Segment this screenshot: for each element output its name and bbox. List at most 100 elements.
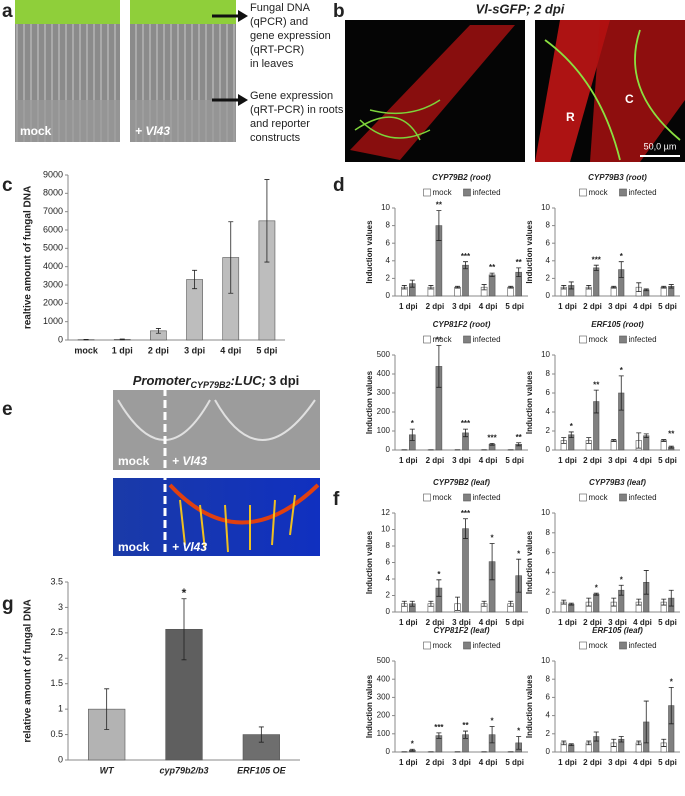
bar <box>462 264 469 297</box>
photo-infected <box>130 0 236 142</box>
error-bar <box>618 584 624 596</box>
error-bar <box>462 518 468 539</box>
significance-label: *** <box>592 255 602 264</box>
error-bar <box>611 439 617 442</box>
error-bar <box>586 740 592 746</box>
error-bar <box>668 284 674 289</box>
error-bar <box>401 285 407 290</box>
y-tick-label: 400 <box>377 369 391 378</box>
bar <box>593 267 600 297</box>
significance-label: ** <box>436 336 443 345</box>
y-axis-label: Induction values <box>365 220 374 284</box>
significance-label: * <box>570 422 574 431</box>
error-bar <box>436 210 442 241</box>
y-tick-label: 0 <box>386 291 391 300</box>
legend-swatch <box>423 188 431 197</box>
legend-swatch <box>579 493 587 502</box>
x-tick-label: 1 dpi <box>399 456 418 465</box>
significance-label: * <box>595 583 599 592</box>
error-bar <box>643 433 649 439</box>
error-bar <box>618 375 624 411</box>
error-bar <box>643 570 649 595</box>
error-bar <box>661 439 667 442</box>
y-tick-label: 10 <box>381 203 390 212</box>
y-tick-label: 4 <box>546 407 551 416</box>
x-tick-label: 3 dpi <box>452 456 471 465</box>
error-bar <box>192 269 198 290</box>
error-bar <box>489 272 495 278</box>
error-bar <box>661 285 667 289</box>
y-tick-label: 8 <box>546 528 551 537</box>
x-tick-label: 4 dpi <box>479 618 498 627</box>
annotation: gene expression <box>250 30 331 42</box>
error-bar <box>258 726 264 743</box>
error-bar <box>568 431 574 439</box>
x-tick-label: 4 dpi <box>633 456 652 465</box>
significance-label: ** <box>516 258 523 267</box>
x-tick-label: 3 dpi <box>452 758 471 767</box>
scale-bar-label: 50,0 µm <box>644 141 677 151</box>
chart-title: CYP79B2 (root) <box>432 173 491 182</box>
error-bar <box>561 599 567 605</box>
y-tick-label: 1000 <box>43 316 63 326</box>
x-tick-label: 2 dpi <box>426 302 445 311</box>
error-bar <box>428 600 434 607</box>
y-axis-label: Induction values <box>525 220 534 284</box>
annotation: (qRT-PCR) in roots <box>250 104 344 116</box>
significance-label: ** <box>593 380 600 389</box>
legend-swatch <box>463 188 471 197</box>
error-bar <box>643 288 649 292</box>
y-tick-label: 8 <box>386 221 391 230</box>
y-axis-label: realtive amount of fungal DNA <box>23 186 34 329</box>
chart-title: CYP81F2 (leaf) <box>433 626 489 635</box>
significance-label: *** <box>461 252 471 261</box>
error-bar <box>618 261 624 278</box>
error-bar <box>593 731 599 742</box>
significance-label: *** <box>434 723 444 732</box>
bar <box>610 440 617 451</box>
error-bar <box>119 338 125 341</box>
bar <box>610 286 617 297</box>
y-axis-label: Induction values <box>365 370 374 434</box>
x-tick-label: WT <box>100 765 115 775</box>
error-bar <box>409 428 415 441</box>
x-tick-label: 5 dpi <box>505 618 524 627</box>
y-tick-label: 4 <box>546 256 551 265</box>
significance-label: *** <box>487 433 497 442</box>
significance-label: * <box>670 677 674 686</box>
y-axis-label: Induction values <box>525 530 534 594</box>
y-tick-label: 8 <box>386 541 391 550</box>
legend-label: mock <box>433 188 453 197</box>
annotation: (qPCR) and <box>250 16 308 28</box>
chart-title: CYP79B2 (leaf) <box>433 478 490 487</box>
x-tick-label: ERF105 OE <box>237 765 287 775</box>
image-label: mock <box>118 454 150 468</box>
error-bar <box>508 600 514 607</box>
chart-title: ERF105 (root) <box>591 320 644 329</box>
annotation: constructs <box>250 132 301 144</box>
legend-label: infected <box>629 493 657 502</box>
significance-label: *** <box>461 509 471 518</box>
x-tick-label: 3 dpi <box>608 758 627 767</box>
x-tick-label: 1 dpi <box>399 618 418 627</box>
annotation: and reporter <box>250 118 310 130</box>
x-tick-label: 2 dpi <box>426 456 445 465</box>
legend-swatch <box>423 493 431 502</box>
y-tick-label: 300 <box>377 388 391 397</box>
y-tick-label: 5000 <box>43 243 63 253</box>
image-title: Vl-sGFP; 2 dpi <box>476 1 565 16</box>
significance-label: * <box>620 366 624 375</box>
legend-label: mock <box>589 493 609 502</box>
y-tick-label: 6000 <box>43 224 63 234</box>
y-tick-label: 300 <box>377 693 391 702</box>
error-bar <box>611 738 617 747</box>
y-tick-label: 0 <box>386 747 391 756</box>
x-tick-label: 5 dpi <box>256 345 277 355</box>
legend-label: infected <box>629 641 657 650</box>
x-tick-label: 5 dpi <box>505 456 524 465</box>
image-label: R <box>566 110 575 124</box>
error-bar <box>181 598 187 661</box>
image-label: mock <box>118 540 150 554</box>
x-tick-label: 5 dpi <box>505 758 524 767</box>
x-tick-label: 5 dpi <box>505 302 524 311</box>
